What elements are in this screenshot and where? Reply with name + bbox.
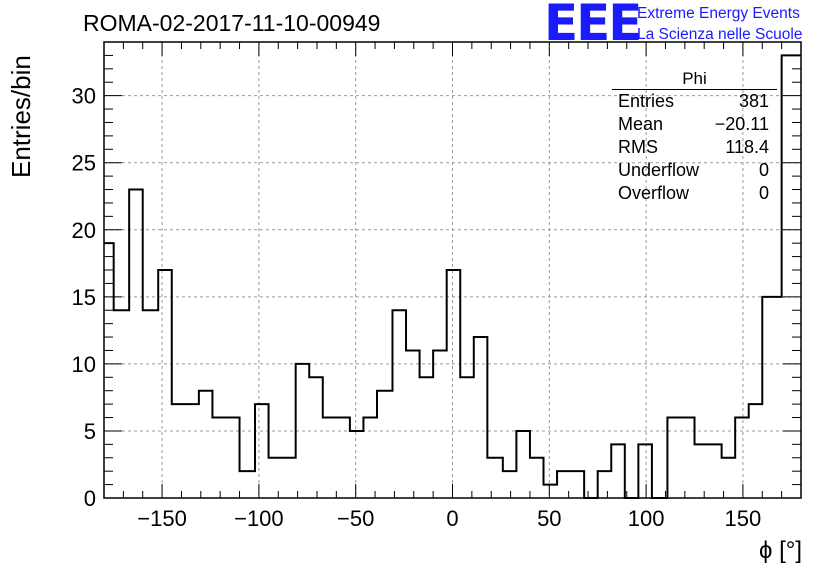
histogram-bin (392, 310, 406, 498)
histogram-bin (530, 458, 544, 498)
histogram-bin (433, 350, 447, 498)
y-tick-label: 20 (72, 218, 96, 243)
histogram-bin (158, 270, 172, 498)
histogram-bin (447, 270, 461, 498)
histogram-bin (212, 418, 239, 498)
stats-value: 118.4 (725, 137, 769, 157)
stats-value: −20.11 (714, 114, 769, 134)
x-tick-label: 50 (537, 506, 561, 531)
histogram-bin (350, 431, 364, 498)
stats-row-overflow: Overflow 0 (612, 182, 777, 205)
y-tick-label: 15 (72, 285, 96, 310)
histogram-bin (104, 243, 114, 498)
histogram-bin (255, 404, 269, 498)
stats-row-rms: RMS 118.4 (612, 136, 777, 159)
histogram-bin (269, 458, 296, 498)
y-tick-label: 10 (72, 352, 96, 377)
y-tick-label: 0 (84, 486, 96, 511)
logo-caption-line2: La Scienza nelle Scuole (637, 26, 803, 43)
histogram-bin (735, 418, 749, 498)
histogram-bin (749, 404, 763, 498)
histogram-bin (309, 377, 323, 498)
histogram-bin (199, 391, 213, 498)
x-tick-label: 100 (628, 506, 665, 531)
histogram-bin (695, 444, 722, 498)
histogram-bin (638, 444, 652, 498)
histogram-bin (420, 377, 434, 498)
eee-logo: EEE (544, 0, 642, 52)
histogram-bin (172, 404, 199, 498)
histogram-bin (598, 471, 612, 498)
stats-label: Mean (618, 114, 664, 134)
x-tick-label: −50 (337, 506, 374, 531)
chart-title: ROMA-02-2017-11-10-00949 (83, 10, 381, 36)
stats-title: Phi (612, 70, 777, 90)
stats-box: Phi Entries 381 Mean −20.11 RMS 118.4 Un… (612, 70, 777, 205)
histogram-bin (129, 190, 143, 498)
histogram-bin (323, 418, 350, 498)
histogram-bin (143, 310, 158, 498)
y-tick-label: 5 (84, 419, 96, 444)
stats-row-underflow: Underflow 0 (612, 159, 777, 182)
histogram-bin (543, 485, 557, 498)
y-tick-label: 30 (72, 84, 96, 109)
stats-label: RMS (618, 137, 658, 157)
stats-row-entries: Entries 381 (612, 90, 777, 113)
histogram-bin (487, 458, 502, 498)
x-tick-label: −100 (234, 506, 284, 531)
histogram-bin (114, 310, 129, 498)
x-axis-label: ϕ [°] (758, 537, 802, 564)
histogram-bin (240, 471, 255, 498)
stats-value: 0 (758, 183, 769, 203)
x-tick-label: −150 (137, 506, 187, 531)
histogram-bin (762, 297, 781, 498)
histogram-bin (474, 337, 488, 498)
histogram-bin (377, 391, 392, 498)
histogram-bin (782, 55, 801, 498)
x-tick-label: 150 (725, 506, 762, 531)
histogram-bin (363, 418, 377, 498)
y-tick-label: 25 (72, 151, 96, 176)
histogram-bin (516, 431, 530, 498)
histogram-bin (406, 350, 420, 498)
histogram-bin (503, 471, 517, 498)
histogram-bin (460, 377, 474, 498)
histogram-bin (611, 444, 625, 498)
stats-label: Underflow (618, 160, 700, 180)
x-tick-label: 0 (446, 506, 458, 531)
histogram-bin (667, 418, 694, 498)
stats-value: 381 (738, 91, 769, 111)
histogram-bin (557, 471, 584, 498)
stats-row-mean: Mean −20.11 (612, 113, 777, 136)
stats-label: Overflow (618, 183, 690, 203)
logo-caption-line1: Extreme Energy Events (637, 5, 800, 22)
stats-value: 0 (758, 160, 769, 180)
stats-label: Entries (618, 91, 675, 111)
